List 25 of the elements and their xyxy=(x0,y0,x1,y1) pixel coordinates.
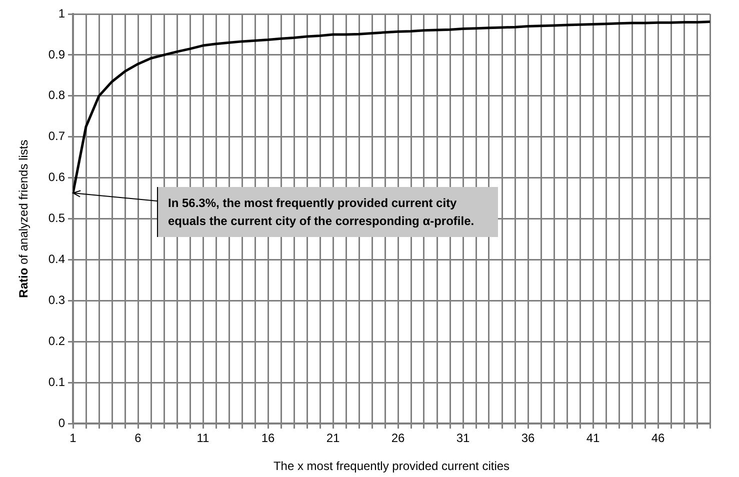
x-tick-label: 1 xyxy=(70,431,77,446)
x-tick-label: 41 xyxy=(586,431,600,446)
x-tick-label: 31 xyxy=(456,431,470,446)
x-tick-label: 21 xyxy=(326,431,340,446)
x-tick-label: 46 xyxy=(651,431,665,446)
y-tick-label: 1 xyxy=(58,6,66,20)
y-tick-label: 0.6 xyxy=(48,170,66,184)
y-tick-label: 0 xyxy=(58,416,66,430)
y-tick-label: 0.1 xyxy=(48,374,66,389)
y-tick-label: 0.4 xyxy=(48,252,66,266)
annotation: In 56.3%, the most frequently provided current city equals the current city of the corresponding α-profile. xyxy=(168,196,474,228)
x-tick-label: 16 xyxy=(261,431,275,446)
x-tick-label: 6 xyxy=(134,431,142,446)
x-tick-label: 26 xyxy=(391,431,405,446)
y-tick-label: 0.3 xyxy=(48,293,66,308)
y-tick-label: 0.7 xyxy=(48,129,66,144)
x-axis-title: The x most frequently provided current cities xyxy=(273,459,510,473)
y-tick-label: 0.9 xyxy=(48,47,66,62)
x-tick-label: 11 xyxy=(196,431,210,446)
y-axis-title: Ratio of analyzed friends lists xyxy=(16,140,30,298)
y-tick-label: 0.8 xyxy=(48,88,66,102)
y-tick-label: 0.5 xyxy=(48,211,66,226)
note-box: In 56.3%, the most frequently provided current city equals the current city of the corresponding α-profile. xyxy=(157,187,498,237)
x-tick-label: 36 xyxy=(521,431,535,446)
y-tick-label: 0.2 xyxy=(48,334,66,348)
